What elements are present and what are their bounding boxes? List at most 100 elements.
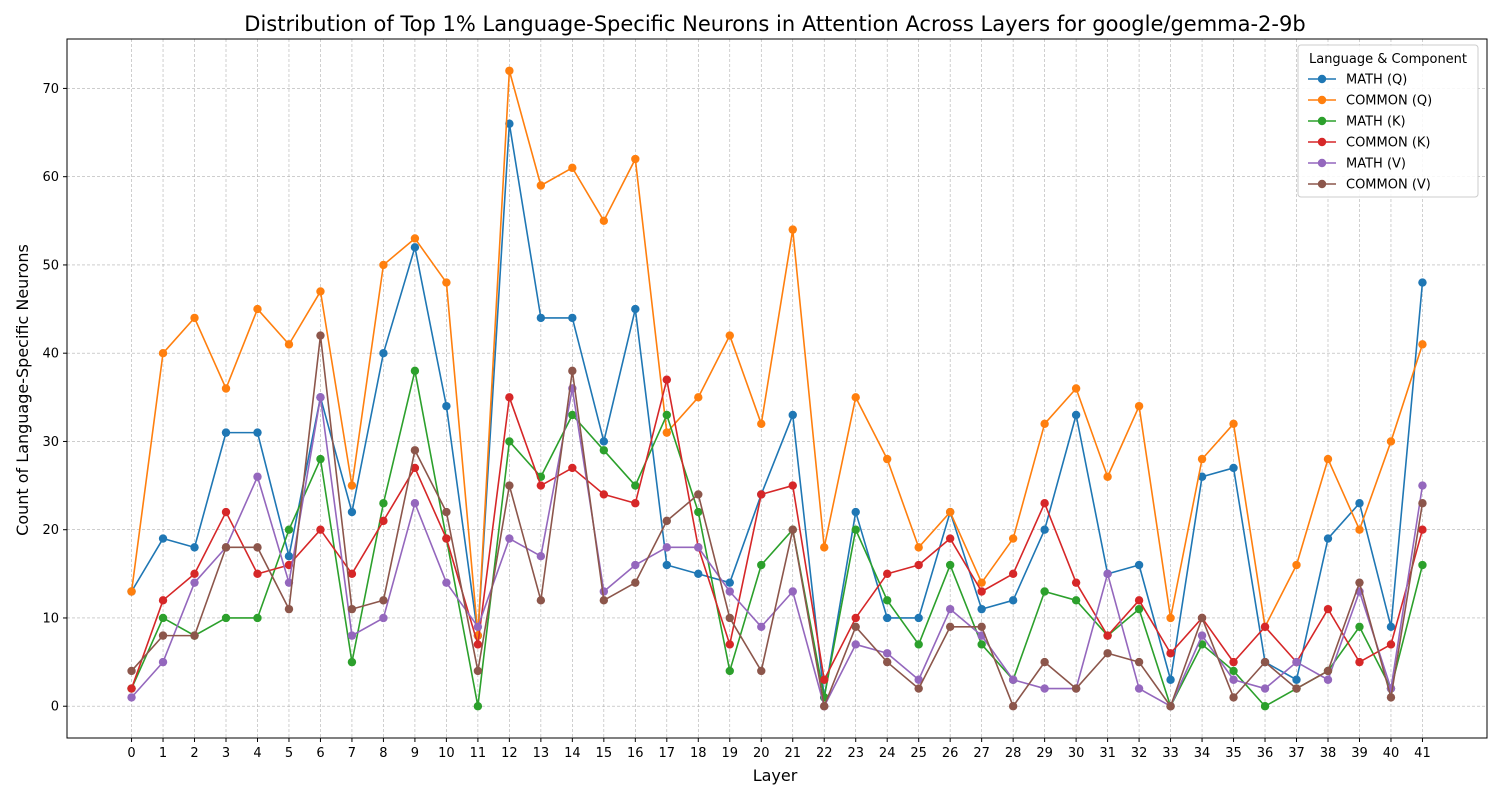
data-point-common-v	[284, 604, 294, 614]
data-point-common-q	[316, 287, 325, 296]
data-point-common-q	[410, 234, 420, 243]
data-point-math-v	[1040, 684, 1049, 693]
data-point-math-k	[599, 446, 609, 455]
data-point-math-q	[1292, 675, 1301, 684]
x-tick-label: 17	[659, 746, 676, 761]
data-point-math-v	[1323, 675, 1333, 684]
data-point-common-k	[158, 596, 168, 605]
legend-marker	[1317, 95, 1327, 105]
data-point-math-v	[1229, 675, 1238, 684]
series-common-v	[127, 331, 1427, 711]
data-point-math-q	[1040, 525, 1049, 534]
legend-item: MATH (K)	[1308, 115, 1406, 130]
x-tick-label: 7	[348, 746, 356, 761]
data-point-math-v	[410, 499, 420, 508]
data-point-common-v	[379, 596, 388, 605]
data-point-common-q	[347, 481, 357, 490]
x-tick-label: 18	[690, 746, 707, 761]
data-point-math-q	[1386, 622, 1396, 631]
data-point-common-v	[1323, 666, 1333, 676]
data-point-math-v	[473, 622, 483, 631]
data-point-math-v	[788, 587, 797, 596]
data-point-math-v	[1292, 657, 1301, 667]
legend-item: MATH (Q)	[1308, 73, 1407, 88]
x-tick-label: 13	[533, 746, 550, 761]
data-point-math-q	[1418, 278, 1427, 287]
data-point-common-v	[1134, 657, 1144, 667]
data-point-common-q	[1008, 534, 1018, 543]
data-point-common-q	[1418, 340, 1427, 349]
data-point-math-q	[190, 543, 199, 552]
data-point-common-v	[347, 604, 357, 614]
data-point-common-k	[1166, 649, 1175, 658]
data-point-common-k	[379, 516, 388, 526]
data-point-math-q	[1197, 472, 1207, 481]
data-point-common-k	[662, 375, 672, 384]
data-point-math-v	[945, 604, 955, 614]
data-point-common-k	[473, 640, 483, 649]
data-point-math-k	[882, 596, 892, 605]
x-tick-label: 5	[285, 746, 293, 761]
plot-area	[66, 38, 1488, 739]
data-point-common-q	[253, 304, 262, 314]
data-point-math-q	[253, 428, 262, 437]
legend-label: MATH (Q)	[1346, 73, 1407, 88]
data-point-math-v	[914, 675, 923, 684]
x-tick-label: 23	[847, 746, 864, 761]
data-point-math-q	[631, 304, 640, 314]
data-point-common-v	[820, 702, 829, 711]
data-point-common-q	[1134, 401, 1144, 411]
legend-label: COMMON (K)	[1346, 136, 1431, 151]
data-point-common-q	[757, 419, 766, 429]
data-point-math-q	[221, 428, 231, 437]
data-point-math-q	[1071, 410, 1081, 420]
data-point-common-v	[1260, 657, 1270, 667]
data-point-math-v	[694, 543, 703, 552]
x-tick-label: 12	[501, 746, 518, 761]
data-point-common-k	[851, 613, 860, 623]
x-tick-label: 2	[190, 746, 198, 761]
x-tick-label: 15	[596, 746, 613, 761]
y-tick-label: 0	[51, 700, 59, 715]
y-tick-label: 10	[42, 611, 59, 626]
legend-label: COMMON (Q)	[1346, 94, 1432, 109]
data-point-common-v	[1040, 657, 1049, 667]
data-point-common-k	[1103, 631, 1112, 640]
data-point-common-v	[694, 490, 703, 499]
data-point-math-k	[914, 640, 923, 649]
x-tick-label: 29	[1036, 746, 1053, 761]
legend-item: COMMON (Q)	[1308, 94, 1432, 109]
data-point-common-q	[820, 543, 829, 552]
data-point-common-k	[221, 507, 231, 517]
legend-marker	[1317, 74, 1327, 84]
data-point-common-v	[757, 666, 766, 676]
x-tick-label: 25	[910, 746, 927, 761]
x-tick-label: 16	[627, 746, 644, 761]
data-point-common-q	[1071, 384, 1081, 393]
data-point-common-v	[473, 666, 483, 676]
data-point-common-k	[1386, 640, 1396, 649]
data-point-math-k	[158, 613, 168, 623]
data-point-math-v	[725, 587, 734, 596]
data-point-common-v	[977, 622, 986, 631]
data-point-common-k	[1134, 596, 1144, 605]
data-point-math-q	[851, 507, 860, 517]
x-tick-label: 9	[411, 746, 419, 761]
data-point-math-v	[442, 578, 451, 587]
data-point-math-v	[536, 551, 546, 561]
y-tick-label: 30	[42, 435, 59, 450]
data-point-math-v	[757, 622, 766, 631]
data-point-common-q	[284, 340, 294, 349]
data-point-common-q	[662, 428, 672, 437]
series-math-v	[127, 384, 1427, 711]
data-point-common-k	[945, 534, 955, 543]
data-point-math-q	[347, 507, 357, 517]
data-point-math-v	[851, 640, 860, 649]
data-point-math-q	[1355, 499, 1364, 508]
x-tick-label: 36	[1257, 746, 1274, 761]
data-point-math-q	[1229, 463, 1238, 473]
data-point-math-v	[882, 649, 892, 658]
x-tick-label: 19	[721, 746, 738, 761]
data-point-math-k	[1134, 604, 1144, 614]
grid	[67, 39, 1487, 738]
